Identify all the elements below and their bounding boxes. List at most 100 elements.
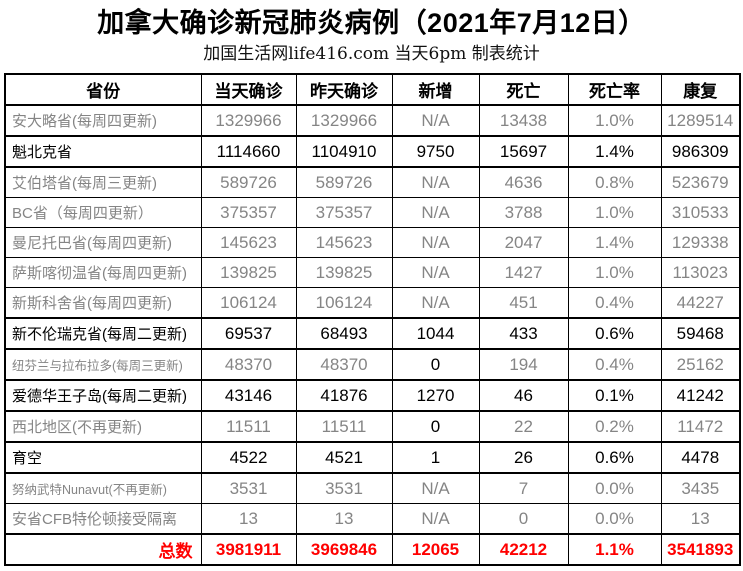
- value-cell: N/A: [391, 197, 480, 228]
- value-cell: 1: [391, 441, 480, 474]
- province-name-cell: 纽芬兰与拉布拉多(每周三更新): [4, 348, 202, 381]
- value-cell: 59468: [660, 317, 741, 350]
- value-cell: 11511: [295, 410, 393, 443]
- value-cell: 13: [200, 503, 297, 535]
- table-row-4: 曼尼托巴省(每周四更新) 145623 145623 N/A 2047 1.4% 12933…: [4, 227, 741, 258]
- value-cell: 145623: [295, 227, 393, 258]
- page-title: 加拿大确诊新冠肺炎病例（2021年7月12日）: [97, 8, 646, 38]
- value-cell: 1114660: [200, 135, 297, 168]
- value-cell: 11511: [200, 410, 297, 443]
- value-cell: 0: [391, 410, 480, 443]
- value-cell: 375357: [200, 197, 297, 228]
- province-name-cell: 爱德华王子岛(每周二更新): [4, 379, 202, 412]
- province-name-cell: 安省CFB特伦顿接受隔离: [4, 503, 202, 535]
- province-name-cell: BC省（每周四更新）: [4, 197, 202, 228]
- province-name-cell: 曼尼托巴省(每周四更新): [4, 227, 202, 258]
- value-cell: 139825: [200, 257, 297, 288]
- table-row-9: 爱德华王子岛(每周二更新) 43146 41876 1270 46 0.1% 41242: [4, 379, 741, 412]
- value-cell: 1.4%: [567, 227, 662, 258]
- value-cell: 3788: [478, 197, 569, 228]
- value-cell: 4478: [660, 441, 741, 474]
- column-header-6: 康复: [660, 73, 741, 106]
- value-cell: 589726: [200, 166, 297, 198]
- table-row-12: 努纳武特Nunavut(不再更新) 3531 3531 N/A 7 0.0% 3435: [4, 472, 741, 504]
- value-cell: 523679: [660, 166, 741, 198]
- value-cell: 13438: [478, 104, 569, 137]
- value-cell: 0.6%: [567, 441, 662, 474]
- province-name-cell: 新不伦瑞克省(每周二更新): [4, 317, 202, 350]
- value-cell: 3531: [295, 472, 393, 504]
- value-cell: 48370: [200, 348, 297, 381]
- value-cell: 3531: [200, 472, 297, 504]
- value-cell: 986309: [660, 135, 741, 168]
- value-cell: 26: [478, 441, 569, 474]
- value-cell: 68493: [295, 317, 393, 350]
- table-row-11: 育空 4522 4521 1 26 0.6% 4478: [4, 441, 741, 474]
- value-cell: 589726: [295, 166, 393, 198]
- table-row-1: 魁北克省 1114660 1104910 9750 15697 1.4% 986309: [4, 135, 741, 168]
- header-row: 省份 当天确诊 昨天确诊 新增 死亡 死亡率 康复: [4, 73, 741, 106]
- value-cell: 113023: [660, 257, 741, 288]
- total-label: 总数: [4, 533, 202, 566]
- value-cell: 0.1%: [567, 379, 662, 412]
- total-value-cell: 42212: [478, 533, 569, 566]
- province-name-cell: 努纳武特Nunavut(不再更新): [4, 472, 202, 504]
- value-cell: 194: [478, 348, 569, 381]
- province-name-cell: 魁北克省: [4, 135, 202, 168]
- value-cell: 0.0%: [567, 503, 662, 535]
- province-name-cell: 安大略省(每周四更新): [4, 104, 202, 137]
- value-cell: 43146: [200, 379, 297, 412]
- value-cell: 451: [478, 287, 569, 319]
- value-cell: 1044: [391, 317, 480, 350]
- value-cell: 1.4%: [567, 135, 662, 168]
- column-header-1: 当天确诊: [200, 73, 297, 106]
- table-row-0: 安大略省(每周四更新) 1329966 1329966 N/A 13438 1.0% 128…: [4, 104, 741, 137]
- value-cell: 3435: [660, 472, 741, 504]
- table-row-3: BC省（每周四更新） 375357 375357 N/A 3788 1.0% 310533: [4, 197, 741, 228]
- table-row-8: 纽芬兰与拉布拉多(每周三更新) 48370 48370 0 194 0.4% 25162: [4, 348, 741, 381]
- table-row-13: 安省CFB特伦顿接受隔离 13 13 N/A 0 0.0% 13: [4, 503, 741, 535]
- value-cell: 1.0%: [567, 257, 662, 288]
- value-cell: 1.0%: [567, 197, 662, 228]
- column-header-3: 新增: [391, 73, 480, 106]
- province-name-cell: 萨斯喀彻温省(每周四更新): [4, 257, 202, 288]
- table-body: 安大略省(每周四更新) 1329966 1329966 N/A 13438 1.0% 128…: [4, 104, 741, 566]
- total-value-cell: 3981911: [200, 533, 297, 566]
- column-header-4: 死亡: [478, 73, 569, 106]
- column-header-5: 死亡率: [567, 73, 662, 106]
- value-cell: 4521: [295, 441, 393, 474]
- value-cell: N/A: [391, 227, 480, 258]
- page-subtitle: 加国生活网life416.com 当天6pm 制表统计: [203, 44, 540, 64]
- value-cell: 44227: [660, 287, 741, 319]
- table-row-2: 艾伯塔省(每周三更新) 589726 589726 N/A 4636 0.8% 523679: [4, 166, 741, 198]
- value-cell: N/A: [391, 472, 480, 504]
- total-value-cell: 1.1%: [567, 533, 662, 566]
- value-cell: 22: [478, 410, 569, 443]
- value-cell: 0.2%: [567, 410, 662, 443]
- value-cell: 433: [478, 317, 569, 350]
- total-value-cell: 3969846: [295, 533, 393, 566]
- value-cell: 0: [478, 503, 569, 535]
- value-cell: 25162: [660, 348, 741, 381]
- value-cell: 1329966: [295, 104, 393, 137]
- value-cell: 1.0%: [567, 104, 662, 137]
- value-cell: N/A: [391, 503, 480, 535]
- value-cell: 0.4%: [567, 287, 662, 319]
- value-cell: N/A: [391, 287, 480, 319]
- value-cell: 0.6%: [567, 317, 662, 350]
- value-cell: 1289514: [660, 104, 741, 137]
- value-cell: 106124: [200, 287, 297, 319]
- table-row-10: 西北地区(不再更新) 11511 11511 0 22 0.2% 11472: [4, 410, 741, 443]
- value-cell: 0.4%: [567, 348, 662, 381]
- value-cell: 1329966: [200, 104, 297, 137]
- value-cell: 4636: [478, 166, 569, 198]
- value-cell: 106124: [295, 287, 393, 319]
- total-row: 总数 3981911 3969846 12065 42212 1.1% 3541893: [4, 533, 741, 566]
- value-cell: 129338: [660, 227, 741, 258]
- value-cell: 1427: [478, 257, 569, 288]
- value-cell: N/A: [391, 104, 480, 137]
- table-row-5: 萨斯喀彻温省(每周四更新) 139825 139825 N/A 1427 1.0% 1130…: [4, 257, 741, 288]
- province-name-cell: 育空: [4, 441, 202, 474]
- covid-cases-table: 省份 当天确诊 昨天确诊 新增 死亡 死亡率 康复 安大略省(每周四更新) 1329966 13…: [4, 73, 741, 566]
